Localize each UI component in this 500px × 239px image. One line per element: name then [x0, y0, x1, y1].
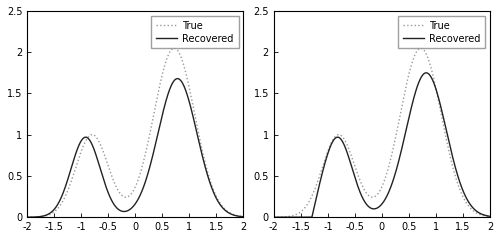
Legend: True, Recovered: True, Recovered [151, 16, 238, 49]
Legend: True, Recovered: True, Recovered [398, 16, 485, 49]
